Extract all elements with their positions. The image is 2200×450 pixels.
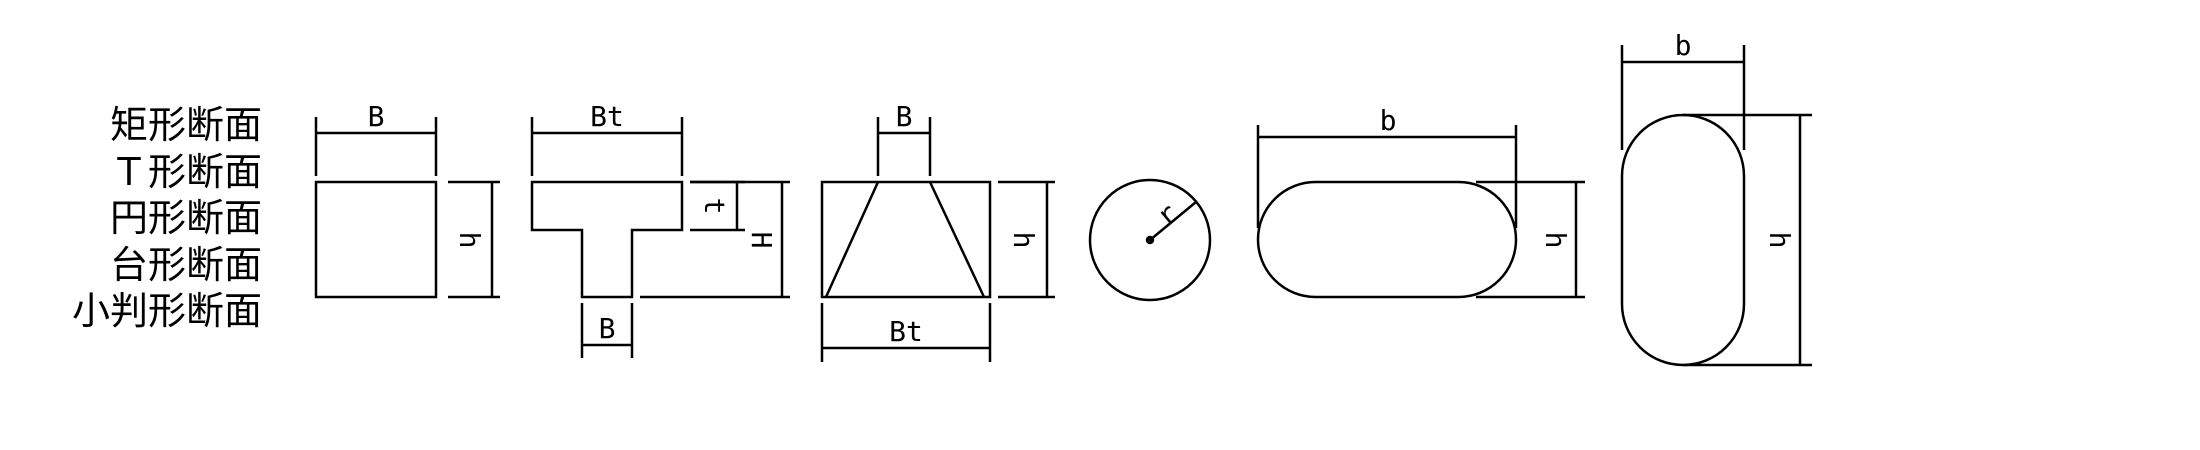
t-section: Bt t H B [530, 100, 790, 358]
oval-vertical-section: b h [1620, 29, 1812, 367]
oval-h-width-label: b [1380, 104, 1397, 137]
trapezoid-side [928, 181, 986, 298]
trap-bottom-width-label: Bt [889, 315, 923, 348]
tee-total-height-label: H [745, 232, 778, 249]
trapezoidal-section: B Bt h [820, 100, 1055, 362]
label-circular-section: 円形断面 [109, 196, 262, 240]
tee-flange-thickness-label: t [698, 198, 731, 215]
oval-h-height-label: h [1539, 232, 1572, 249]
trapezoid-side [824, 181, 880, 298]
oval-horizontal-section: b h [1256, 104, 1585, 299]
label-rectangular-section: 矩形断面 [109, 103, 262, 147]
section-type-list: 矩形断面 Ｔ形断面 円形断面 台形断面 小判形断面 [28, 102, 262, 335]
trap-top-width-label: B [896, 100, 913, 133]
rectangle-shape [314, 180, 438, 299]
trapezoid-frame [820, 180, 992, 299]
tee-web-width-label: B [599, 312, 616, 345]
rect-width-label: B [368, 100, 385, 133]
rectangular-section: B h [314, 100, 500, 299]
t-shape [530, 180, 684, 299]
oval-horizontal-shape [1256, 180, 1518, 299]
circle-shape [1088, 178, 1212, 302]
oval-v-width-label: b [1675, 29, 1692, 62]
center-point [1145, 235, 1155, 245]
label-t-section: Ｔ形断面 [109, 149, 262, 194]
circular-section: r [1088, 178, 1212, 302]
label-oval-section: 小判形断面 [71, 289, 262, 333]
label-trapezoidal-section: 台形断面 [109, 242, 262, 287]
oval-v-height-label: h [1763, 232, 1796, 249]
oval-vertical-shape [1620, 113, 1746, 367]
tee-top-width-label: Bt [590, 100, 624, 133]
radius-line [1149, 201, 1197, 241]
trap-height-label: h [1007, 232, 1040, 249]
rect-height-label: h [453, 232, 486, 249]
